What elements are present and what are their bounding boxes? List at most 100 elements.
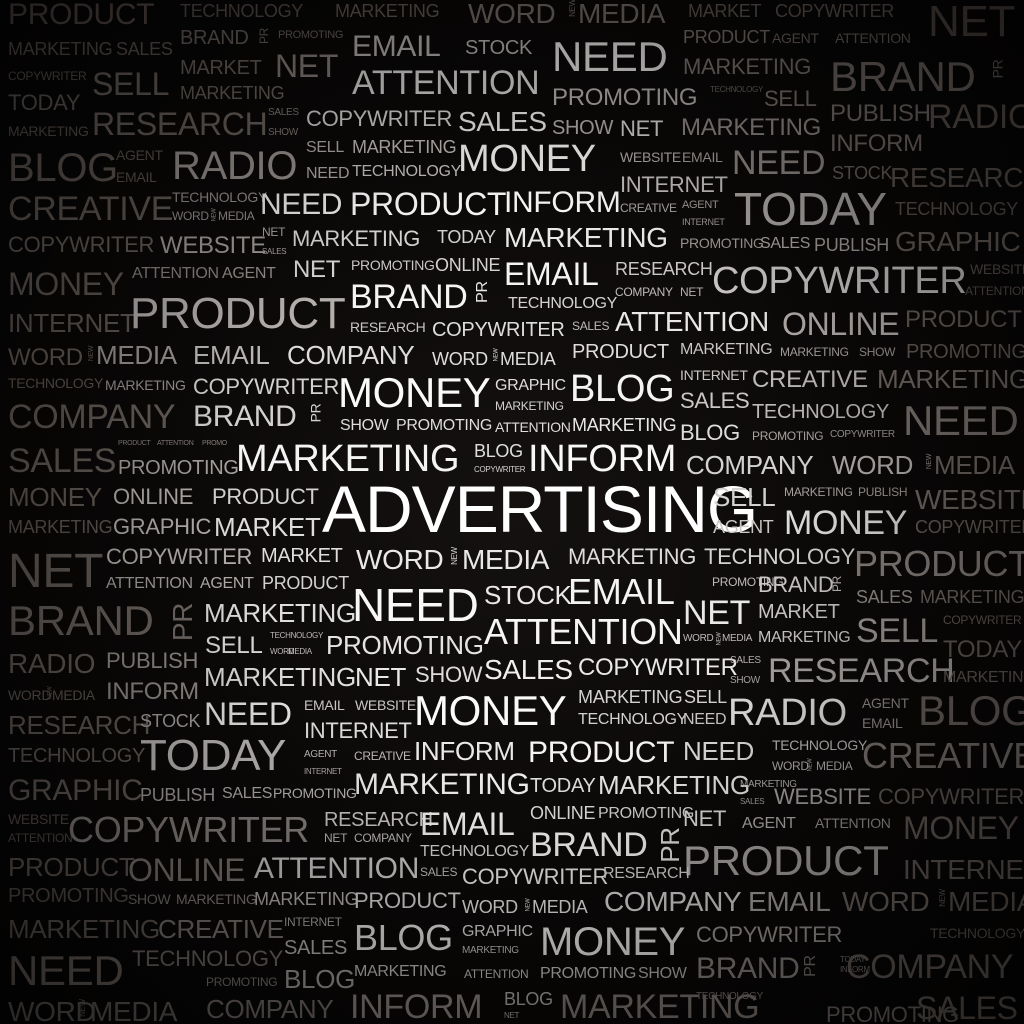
cloud-word-sales: SALES [420,865,458,879]
cloud-word-brand: BRAND [830,53,976,100]
cloud-word-email: EMAIL [504,256,599,292]
cloud-word-promoting: PROMOTING [598,805,694,822]
cloud-word-technology: TECHNOLOGY [704,544,856,569]
cloud-word-new-rotated: NEW [88,345,96,362]
cloud-word-website: WEBSITE [355,697,416,713]
cloud-word-media: MEDIA [948,886,1024,917]
cloud-word-media: MEDIA [578,0,666,29]
cloud-word-net: NET [680,285,704,299]
cloud-word-word: WORD [468,0,556,29]
cloud-word-blog: BLOG [504,989,553,1009]
cloud-word-blog: BLOG [354,917,453,958]
cloud-word-technology: TECHNOLOGY [172,189,268,205]
cloud-word-technology: TECHNOLOGY [352,163,462,180]
cloud-word-product: PRODUCT [130,289,346,338]
cloud-word-attention: ATTENTION [495,419,571,435]
cloud-word-internet: INTERNET [620,172,728,197]
cloud-word-pr-rotated: PR [167,602,199,642]
cloud-word-online: ONLINE [113,484,194,509]
cloud-word-research: RESEARCH [603,865,690,882]
cloud-word-marketing: MARKETING [598,770,750,800]
cloud-word-internet: INTERNET [680,367,748,383]
cloud-word-promoting: PROMOTING [118,457,239,479]
cloud-word-marketing: MARKETING [568,544,697,569]
cloud-word-promoting: PROMOTING [351,257,435,273]
cloud-word-pr-rotated: PR [989,59,1006,79]
cloud-word-publish: PUBLISH [106,648,199,673]
cloud-word-internet: INTERNET [8,308,136,338]
cloud-word-copywriter: COPYWRITER [712,260,967,302]
cloud-word-inform: INFORM [830,130,923,157]
cloud-word-promoting: PROMOTING [552,84,698,111]
cloud-word-sales: SALES [222,785,273,802]
cloud-word-sales: SALES [856,587,913,607]
cloud-word-copywriter: COPYWRITER [775,1,895,21]
cloud-word-marketing: MARKETING [780,345,849,359]
cloud-word-technology: TECHNOLOGY [930,925,1024,941]
cloud-word-attention: ATTENTION [965,284,1024,298]
cloud-word-sell: SELL [92,66,170,102]
cloud-word-new-rotated: NEW [926,453,934,470]
cloud-word-creative: CREATIVE [158,914,284,944]
cloud-word-media: MEDIA [500,349,556,369]
cloud-word-media: MEDIA [816,759,853,773]
cloud-word-sell: SELL [713,482,776,512]
cloud-word-marketing: MARKETING [354,963,447,980]
cloud-word-pr-rotated: PR [654,827,685,863]
cloud-word-need: NEED [352,579,479,631]
cloud-word-agent: AGENT [116,147,163,163]
cloud-word-email: EMAIL [568,571,675,612]
cloud-word-brand: BRAND [350,278,468,316]
cloud-word-brand: BRAND [193,400,297,433]
cloud-word-product: PRODUCT [8,852,135,882]
cloud-word-publish: PUBLISH [140,785,215,805]
cloud-word-market: MARKET [261,545,343,567]
cloud-word-attention: ATTENTION [464,967,529,981]
cloud-word-creative: CREATIVE [354,749,411,763]
cloud-word-sales: SALES [8,442,117,480]
cloud-word-product: PRODUCT [212,484,319,509]
cloud-word-website: WEBSITE [160,232,266,259]
cloud-word-product: PRODUCT [528,736,675,769]
cloud-word-media: MEDIA [462,544,550,575]
cloud-word-today: TODAY [530,775,596,797]
cloud-word-promoting: PROMOTING [540,965,636,982]
cloud-word-pr-rotated: PR [473,281,491,303]
cloud-word-email: EMAIL [420,806,515,842]
cloud-word-copywriter: COPYWRITER [830,429,895,440]
cloud-word-marketing: MARKETING [292,226,421,251]
cloud-word-inform: INFORM [504,186,621,219]
cloud-word-company: COMPANY [8,398,176,436]
cloud-word-technology: TECHNOLOGY [420,843,530,860]
cloud-word-need: NEED [260,188,343,221]
cloud-word-website: WEBSITE [915,484,1024,515]
cloud-word-media: MEDIA [532,897,588,917]
cloud-word-market: MARKET [688,1,762,21]
cloud-word-today: TODAY [943,636,1022,663]
cloud-word-marketing: MARKETING [8,914,160,944]
cloud-word-attention: ATTENTION [615,306,769,337]
cloud-word-word: WORD [462,897,518,917]
cloud-word-attention: ATTENTION [106,575,193,592]
cloud-word-marketing: MARKETING [683,54,812,79]
cloud-word-net: NET [275,48,339,84]
cloud-word-product: PRODUCT [683,27,770,47]
cloud-word-technology: TECHNOLOGY [180,1,304,21]
cloud-word-copywriter: COPYWRITER [915,517,1024,537]
cloud-word-marketing: MARKETING [352,137,457,157]
cloud-word-technology: TECHNOLOGY [710,85,764,94]
cloud-word-word: WORD [172,209,209,223]
cloud-word-sales: SALES [262,247,287,256]
cloud-word-email: EMAIL [352,30,441,63]
cloud-word-blog: BLOG [474,441,523,461]
cloud-word-marketing: MARKETING [681,114,821,141]
cloud-word-marketing: MARKETING [680,341,773,358]
cloud-word-stock: STOCK [484,580,572,610]
cloud-word-blog: BLOG [8,146,118,190]
cloud-word-research: RESEARCH [615,259,713,279]
cloud-word-net: NET [928,0,1016,46]
cloud-word-word: WORD [683,633,714,644]
cloud-word-agent: AGENT [222,265,276,282]
cloud-word-new-rotated: NEW [525,898,532,912]
